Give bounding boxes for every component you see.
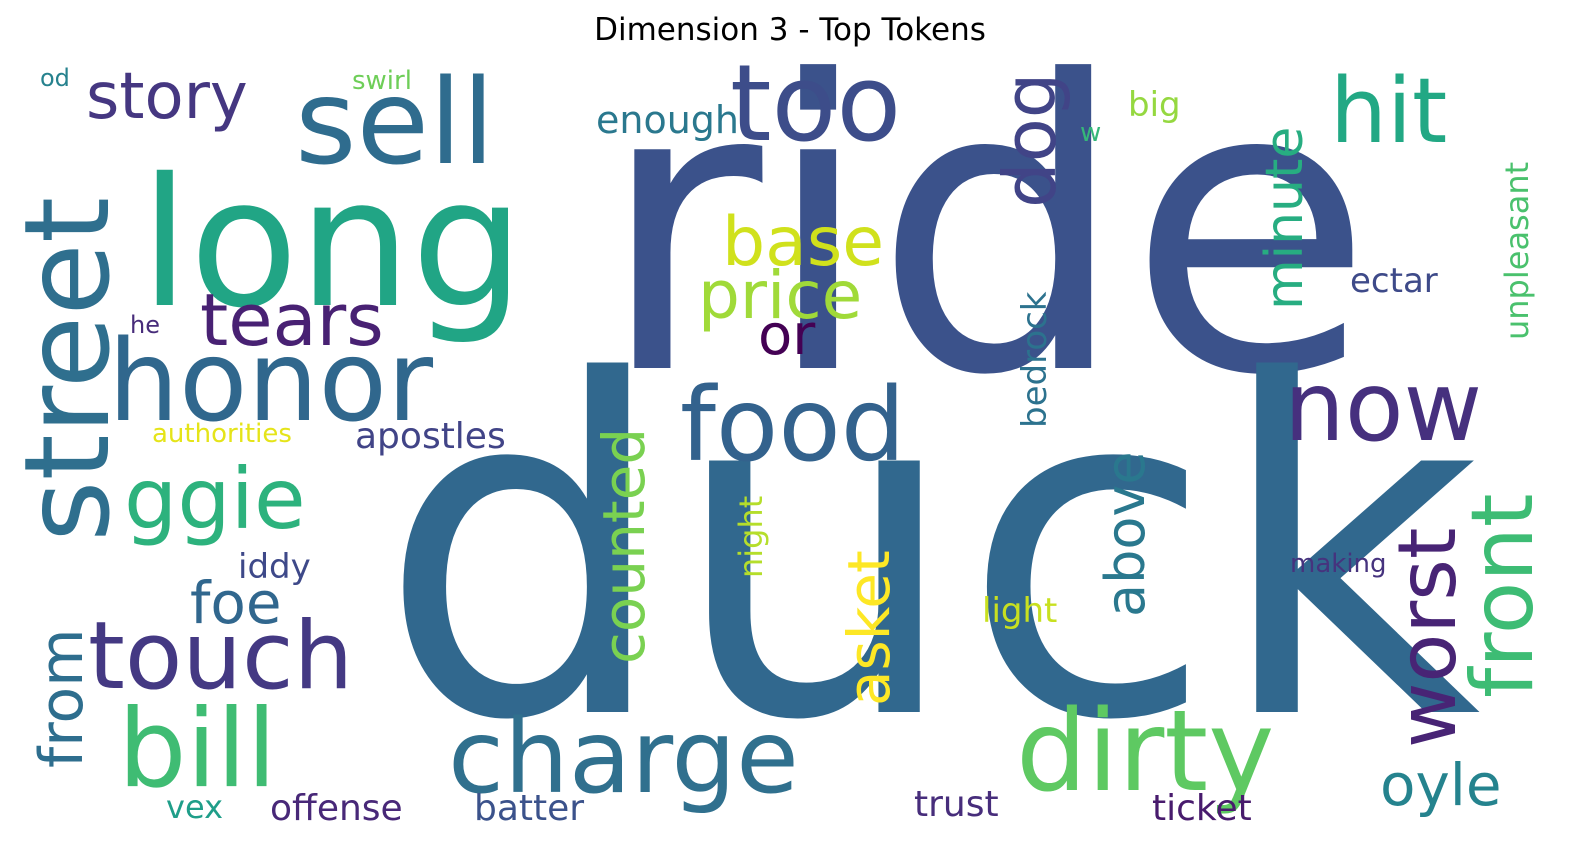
word-big: big	[1128, 85, 1181, 125]
word-story: story	[86, 60, 248, 134]
word-swirl: swirl	[352, 66, 412, 96]
word-worst: worst	[1381, 528, 1474, 748]
word-authorities: authorities	[152, 419, 292, 449]
word-asket: asket	[835, 550, 903, 706]
word-duck: duck	[378, 286, 1481, 821]
word-honor: honor	[108, 317, 434, 447]
word-too: too	[730, 42, 901, 165]
word-making: making	[1290, 549, 1387, 579]
word-enough: enough	[596, 98, 739, 142]
word-from: from	[27, 628, 97, 768]
word-touch: touch	[88, 602, 353, 711]
word-iddy: iddy	[238, 547, 311, 587]
word-he: he	[130, 311, 160, 339]
word-offense: offense	[270, 788, 403, 829]
word-tears: tears	[200, 278, 384, 362]
word-oyle: oyle	[1380, 751, 1502, 819]
word-minute: minute	[1255, 127, 1315, 310]
word-vex: vex	[166, 788, 223, 826]
word-trust: trust	[914, 784, 999, 825]
word-ticket: ticket	[1152, 788, 1252, 829]
word-above: above	[1094, 451, 1157, 617]
word-dog: dog	[988, 73, 1072, 208]
word-night: night	[732, 496, 770, 578]
word-od: od	[40, 64, 70, 92]
word-counted: counted	[590, 428, 658, 664]
word-price: price	[698, 257, 862, 334]
word-dirty: dirty	[1016, 687, 1274, 817]
word-long: long	[140, 140, 524, 347]
word-bill: bill	[118, 687, 277, 812]
word-street: street	[0, 197, 136, 542]
word-now: now	[1284, 351, 1482, 463]
word-base: base	[722, 203, 884, 282]
word-batter: batter	[474, 788, 584, 829]
word-foe: foe	[190, 569, 282, 637]
word-w: w	[1080, 118, 1101, 148]
word-food: food	[680, 366, 905, 485]
word-apostles: apostles	[355, 416, 506, 457]
word-or: or	[758, 303, 816, 368]
word-light: light	[982, 591, 1057, 631]
word-ride: ride	[598, 0, 1374, 463]
word-unpleasant: unpleasant	[1498, 162, 1536, 340]
word-bedrock: bedrock	[1015, 291, 1055, 428]
word-charge: charge	[448, 698, 799, 817]
word-ggie: ggie	[124, 450, 306, 548]
chart-title: Dimension 3 - Top Tokens	[594, 12, 986, 48]
word-front: front	[1453, 493, 1553, 698]
word-sell: sell	[295, 53, 495, 191]
word-ectar: ectar	[1350, 261, 1438, 301]
word-hit: hit	[1330, 59, 1447, 164]
